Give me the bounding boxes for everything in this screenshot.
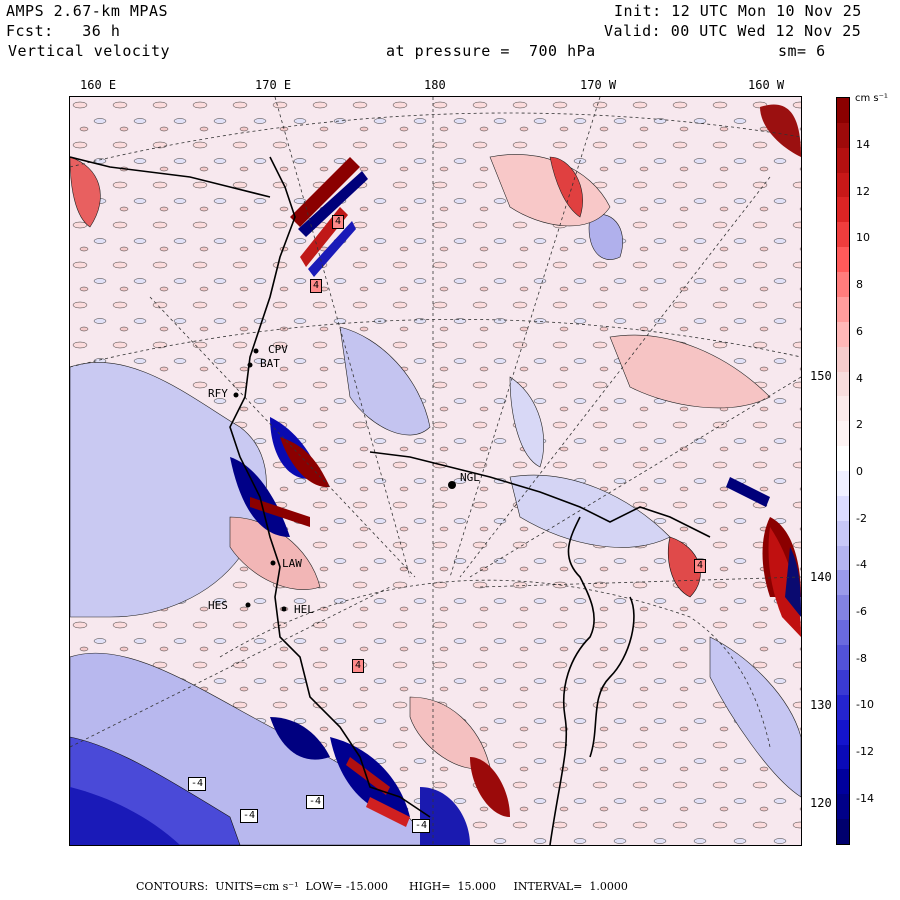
colorbar-segment	[837, 620, 849, 646]
contour-label: -4	[306, 795, 325, 809]
station-label-hel: HEL	[294, 603, 314, 616]
colorbar-segment	[837, 371, 849, 397]
colorbar-segment	[837, 570, 849, 596]
contour-label: -4	[240, 809, 259, 823]
colorbar-tick-label: -4	[856, 558, 867, 572]
colorbar-segment	[837, 321, 849, 348]
colorbar	[836, 97, 850, 845]
lon-tick-170e: 170 E	[255, 78, 292, 92]
contour-info: CONTOURS: UNITS=cm s⁻¹ LOW= -15.000 HIGH…	[136, 880, 628, 893]
station-label-hes: HES	[208, 599, 228, 612]
colorbar-segment	[837, 694, 849, 721]
colorbar-tick-label: -6	[856, 605, 867, 618]
valid-time: Valid: 00 UTC Wed 12 Nov 25	[604, 22, 862, 40]
station-label-cpv: CPV	[268, 343, 288, 356]
colorbar-tick-label: -14	[856, 791, 874, 805]
colorbar-segment	[837, 147, 849, 174]
colorbar-segment	[837, 122, 849, 149]
colorbar-tick-label: -8	[856, 651, 867, 665]
colorbar-tick-label: 12	[856, 184, 870, 198]
smoothing: sm= 6	[778, 42, 826, 60]
colorbar-tick-label: 0	[856, 464, 863, 478]
colorbar-tick-label: -12	[856, 745, 874, 759]
colorbar-segment	[837, 595, 849, 621]
colorbar-segment	[837, 172, 849, 198]
colorbar-segment	[837, 197, 849, 223]
contour-label: -4	[188, 777, 207, 791]
upward-motion-areas	[70, 104, 801, 770]
vertical-velocity-field	[70, 97, 801, 845]
colorbar-tick-label: 6	[856, 324, 863, 338]
station-label-ngl: NGL	[460, 471, 480, 484]
colorbar-segment	[837, 545, 849, 571]
colorbar-segment	[837, 669, 849, 696]
colorbar-tick-label: -10	[856, 698, 874, 712]
colorbar-segment	[837, 769, 849, 795]
colorbar-segment	[837, 272, 849, 298]
contour-label: -4	[412, 819, 431, 833]
colorbar-tick-label: -2	[856, 511, 867, 525]
field-name: Vertical velocity	[8, 42, 171, 60]
contour-label: 4	[332, 215, 345, 229]
colorbar-segment	[837, 819, 849, 845]
colorbar-segment	[837, 98, 849, 124]
station-label-rfy: RFY	[208, 387, 228, 400]
downward-motion-areas	[70, 214, 801, 845]
lon-tick-160e: 160 E	[80, 78, 117, 92]
model-title: AMPS 2.67-km MPAS	[6, 2, 169, 20]
init-time: Init: 12 UTC Mon 10 Nov 25	[614, 2, 862, 20]
lon-tick-180: 180	[424, 78, 446, 92]
map-panel[interactable]: CPV BAT RFY NGL LAW HES HEL 4 4 -4 -4 -4…	[69, 96, 802, 846]
contour-label: 4	[310, 279, 323, 293]
colorbar-tick-label: 8	[856, 278, 863, 292]
contour-label: 4	[352, 659, 365, 673]
colorbar-segment	[837, 495, 849, 522]
forecast-hour: Fcst: 36 h	[6, 22, 121, 40]
colorbar-unit: cm s⁻¹	[855, 93, 888, 104]
colorbar-segment	[837, 471, 849, 497]
colorbar-segment	[837, 421, 849, 447]
station-markers	[233, 348, 456, 612]
lon-tick-170w: 170 W	[580, 78, 617, 92]
colorbar-tick-label: 2	[856, 418, 863, 432]
colorbar-segment	[837, 396, 849, 422]
colorbar-segment	[837, 296, 849, 323]
colorbar-segment	[837, 346, 849, 373]
coastline	[70, 156, 711, 845]
colorbar-segment	[837, 222, 849, 248]
colorbar-segment	[837, 645, 849, 671]
colorbar-tick-label: 10	[856, 231, 870, 245]
colorbar-tick-label: 4	[856, 371, 863, 385]
contour-label: 4	[694, 559, 707, 573]
colorbar-segment	[837, 247, 849, 273]
colorbar-segment	[837, 744, 849, 770]
colorbar-segment	[837, 446, 849, 472]
colorbar-segment	[837, 520, 849, 547]
graticule	[70, 97, 801, 845]
lon-tick-160w: 160 W	[748, 78, 785, 92]
colorbar-tick-label: 14	[856, 138, 870, 151]
colorbar-segment	[837, 794, 849, 820]
colorbar-segment	[837, 719, 849, 746]
station-label-law: LAW	[282, 557, 302, 570]
station-label-bat: BAT	[260, 357, 280, 370]
pressure-level: at pressure = 700 hPa	[386, 42, 596, 60]
